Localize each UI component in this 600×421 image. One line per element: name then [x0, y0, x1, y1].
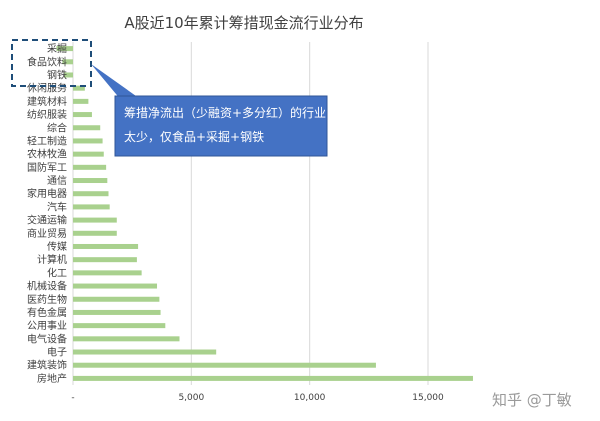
bar	[73, 349, 217, 355]
chart-title: A股近10年累计筹措现金流行业分布	[124, 14, 363, 32]
bar	[73, 204, 110, 210]
category-label: 机械设备	[27, 280, 67, 293]
bar	[73, 112, 92, 118]
category-label: 轻工制造	[27, 134, 67, 147]
bar	[73, 243, 139, 249]
category-label: 交通运输	[27, 214, 67, 227]
x-tick-label: 10,000	[294, 393, 326, 403]
category-label: 电气设备	[27, 332, 67, 345]
category-label: 商业贸易	[27, 227, 67, 240]
category-label: 房地产	[37, 372, 67, 385]
category-label: 休闲服务	[27, 82, 67, 95]
bar	[73, 375, 473, 381]
callout-line-2: 太少，仅食品+采掘+钢铁	[124, 129, 264, 144]
category-label: 农林牧渔	[27, 148, 67, 161]
category-label: 医药生物	[27, 293, 67, 306]
category-label: 采掘	[47, 42, 67, 55]
bar	[73, 85, 85, 91]
category-label: 食品饮料	[27, 55, 67, 68]
bar	[73, 362, 376, 368]
category-label: 电子	[47, 346, 67, 359]
x-tick-label: -	[71, 393, 74, 403]
bar	[62, 59, 73, 65]
bar	[73, 270, 142, 276]
bar	[73, 230, 117, 236]
bar	[73, 257, 137, 263]
bar-series	[56, 46, 473, 381]
x-tick-labels: - 5,000 10,000 15,000	[71, 393, 444, 403]
highlight-box	[11, 39, 92, 87]
callout-line-1: 筹措净流出（少融资+多分红）的行业	[124, 105, 326, 120]
x-tick-label: 5,000	[178, 393, 204, 403]
bar	[73, 217, 117, 223]
category-label: 传媒	[47, 241, 67, 253]
x-tick-label: 15,000	[412, 393, 444, 403]
category-label: 建筑装饰	[27, 359, 67, 372]
bar	[56, 46, 73, 52]
category-label: 通信	[47, 175, 67, 187]
category-label: 有色金属	[27, 306, 67, 319]
category-label: 公用事业	[27, 319, 67, 332]
bar	[73, 178, 108, 184]
bar	[73, 283, 158, 289]
watermark: 知乎 @丁敏	[492, 391, 572, 409]
bar	[73, 191, 109, 197]
bar	[73, 296, 160, 302]
category-label: 化工	[47, 266, 67, 279]
category-label: 钢铁	[47, 68, 67, 81]
callout-box	[114, 95, 328, 157]
bar	[73, 323, 166, 329]
bar	[64, 72, 73, 78]
category-label: 家用电器	[27, 187, 67, 200]
category-label: 汽车	[47, 200, 67, 213]
bar	[73, 125, 101, 131]
category-label: 计算机	[37, 253, 67, 266]
bar	[73, 151, 104, 157]
bar	[73, 164, 107, 170]
category-labels: 采掘食品饮料钢铁休闲服务建筑材料纺织服装综合轻工制造农林牧渔国防军工通信家用电器…	[27, 42, 67, 385]
bar	[73, 98, 89, 104]
bar	[73, 336, 180, 342]
category-label: 纺织服装	[27, 108, 67, 121]
bar	[73, 138, 103, 144]
bar	[73, 309, 161, 315]
category-label: 建筑材料	[27, 95, 67, 108]
category-label: 综合	[47, 121, 67, 134]
category-label: 国防军工	[27, 161, 67, 174]
